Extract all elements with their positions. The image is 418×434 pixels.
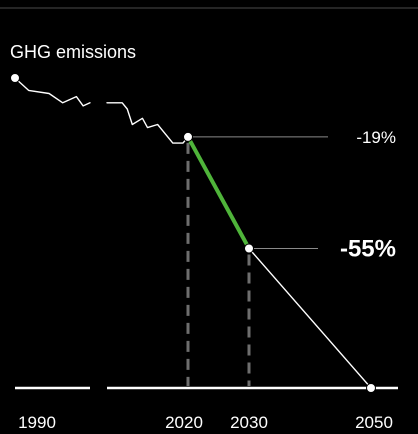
x-tick-2030: 2030 [230,413,268,432]
x-tick-2050: 2050 [355,413,393,432]
series-history-part-2 [106,102,189,144]
series-history-part-1 [14,77,91,107]
x-tick-2020: 2020 [165,413,203,432]
series-target-2030 [186,134,251,251]
ann-2020-label: -19% [356,128,396,147]
marker-2020 [183,131,193,142]
marker-1990 [10,73,20,83]
ann-2030-label: -55% [340,236,396,263]
x-tick-1990: 1990 [18,413,56,432]
series-trajectory-2050 [248,247,372,389]
y-axis-label: GHG emissions [10,42,136,62]
marker-2030 [244,243,254,254]
marker-2050 [366,383,376,393]
